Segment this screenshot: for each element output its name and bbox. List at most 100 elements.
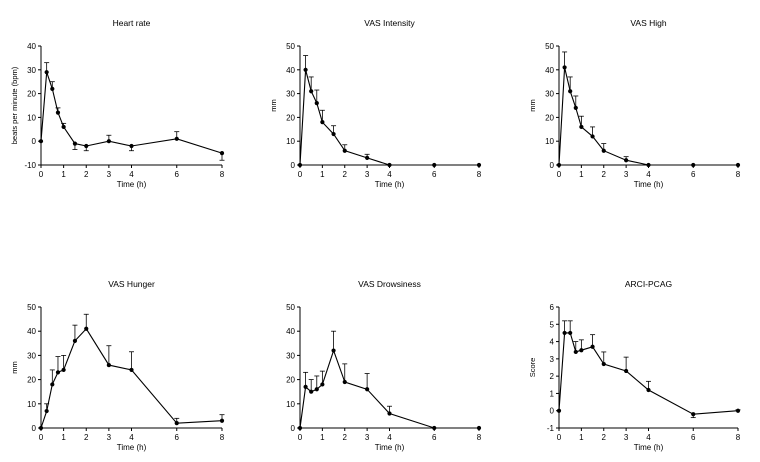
data-point — [365, 155, 370, 160]
x-axis-label: Time (h) — [117, 443, 147, 452]
data-point — [44, 70, 49, 75]
data-point — [365, 387, 370, 392]
data-point — [432, 162, 437, 168]
y-tick-label: 20 — [286, 113, 295, 122]
data-point — [387, 411, 392, 416]
data-point — [61, 124, 66, 130]
y-axis-label: mm — [10, 361, 19, 374]
data-point — [579, 348, 584, 353]
data-point — [579, 124, 584, 130]
y-tick-label: -10 — [24, 161, 36, 170]
y-tick-label: 1 — [550, 389, 555, 398]
data-point — [314, 101, 319, 106]
series-line — [558, 67, 738, 166]
y-tick-label: 30 — [286, 90, 295, 99]
y-axis-label: Score — [528, 358, 537, 378]
y-tick-label: 50 — [286, 303, 295, 312]
x-tick-label: 6 — [175, 433, 180, 442]
data-point — [309, 89, 314, 94]
chart-title: VAS High — [630, 18, 666, 28]
chart-title: VAS Hunger — [108, 279, 155, 289]
data-point — [735, 162, 741, 168]
data-point — [646, 387, 651, 393]
data-point — [601, 361, 606, 367]
x-tick-label: 8 — [736, 433, 741, 442]
series-line — [558, 332, 739, 415]
x-tick-label: 3 — [624, 170, 629, 179]
y-tick-label: 0 — [291, 161, 296, 170]
data-point — [61, 367, 66, 373]
data-point — [342, 148, 347, 153]
x-tick-label: 6 — [432, 433, 437, 442]
y-tick-label: 10 — [286, 137, 295, 146]
data-point — [646, 162, 651, 168]
data-point — [556, 408, 562, 413]
x-tick-label: 0 — [557, 170, 562, 179]
y-tick-label: 10 — [27, 113, 36, 122]
data-point — [50, 86, 55, 91]
x-tick-label: 3 — [365, 170, 370, 179]
data-point — [568, 330, 573, 336]
data-point — [691, 162, 696, 168]
y-tick-label: 20 — [545, 113, 554, 122]
chart-panel-5: VAS Drowsiness 0 10 20 30 40 50 0 1 2 3 4 6 8 Time (h) — [286, 279, 482, 452]
x-tick-label: 2 — [84, 433, 89, 442]
x-tick-label: 8 — [220, 433, 225, 442]
x-tick-label: 6 — [432, 170, 437, 179]
y-axis-label: mm — [528, 99, 537, 112]
data-point — [556, 162, 562, 168]
x-tick-label: 0 — [557, 433, 562, 442]
x-tick-label: 1 — [579, 433, 584, 442]
x-axis-label: Time (h) — [375, 443, 405, 452]
data-point — [314, 387, 319, 392]
data-point — [342, 379, 347, 385]
x-tick-label: 2 — [602, 433, 607, 442]
data-point — [55, 110, 61, 115]
data-point — [303, 67, 308, 72]
x-tick-label: 6 — [691, 170, 696, 179]
y-tick-label: 20 — [286, 376, 295, 385]
x-tick-label: 8 — [736, 170, 741, 179]
y-tick-label: 0 — [550, 161, 555, 170]
chart-title: Heart rate — [113, 18, 151, 28]
x-tick-label: 2 — [343, 170, 348, 179]
x-tick-label: 3 — [107, 170, 112, 179]
data-point — [735, 408, 741, 413]
y-tick-label: 50 — [545, 42, 554, 51]
x-tick-label: 0 — [298, 433, 303, 442]
x-tick-label: 4 — [646, 433, 651, 442]
y-tick-label: 30 — [27, 351, 36, 360]
data-point — [601, 148, 606, 153]
y-tick-label: 40 — [545, 66, 554, 75]
data-point — [55, 370, 61, 375]
x-tick-label: 4 — [387, 170, 392, 179]
x-tick-label: 8 — [477, 170, 482, 179]
y-tick-label: 40 — [27, 327, 36, 336]
x-tick-label: 3 — [365, 433, 370, 442]
y-tick-label: 10 — [27, 400, 36, 409]
x-tick-label: 1 — [579, 170, 584, 179]
data-point — [297, 162, 303, 168]
x-tick-label: 1 — [320, 433, 325, 442]
chart-title: VAS Drowsiness — [358, 279, 421, 289]
data-point — [219, 151, 225, 156]
y-tick-label: 10 — [545, 137, 554, 146]
y-axis-label: beats per minute (bpm) — [10, 66, 19, 144]
data-point — [309, 389, 314, 394]
data-point — [432, 425, 437, 431]
x-tick-label: 4 — [129, 433, 134, 442]
data-point — [174, 421, 179, 426]
x-tick-label: 3 — [107, 433, 112, 442]
x-tick-label: 0 — [39, 433, 44, 442]
x-tick-label: 1 — [320, 170, 325, 179]
y-tick-label: 0 — [550, 407, 555, 416]
data-point — [590, 344, 595, 349]
data-point — [590, 134, 595, 139]
series-line — [40, 72, 223, 154]
x-tick-label: 3 — [624, 433, 629, 442]
y-tick-label: 6 — [550, 303, 555, 312]
x-tick-label: 2 — [602, 170, 607, 179]
data-point — [129, 367, 134, 373]
